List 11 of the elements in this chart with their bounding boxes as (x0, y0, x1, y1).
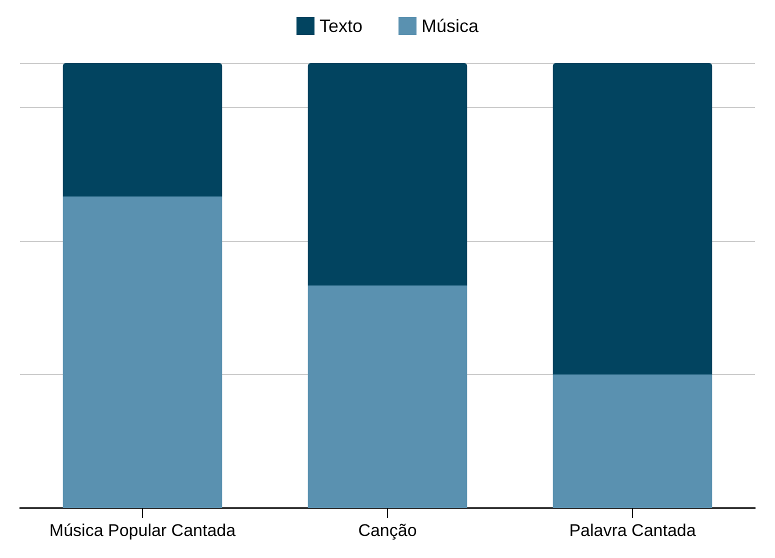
bar (62, 63, 222, 196)
legend-label: Música (422, 16, 480, 36)
x-tick-label: Música Popular Cantada (49, 521, 236, 540)
legend-label: Texto (319, 16, 363, 36)
bar (308, 286, 468, 508)
bar (552, 374, 712, 508)
bar (552, 63, 712, 374)
bar (62, 196, 222, 508)
x-tick-label: Palavra Cantada (569, 521, 696, 540)
bar (308, 63, 468, 286)
x-tick-label: Canção (358, 521, 417, 540)
